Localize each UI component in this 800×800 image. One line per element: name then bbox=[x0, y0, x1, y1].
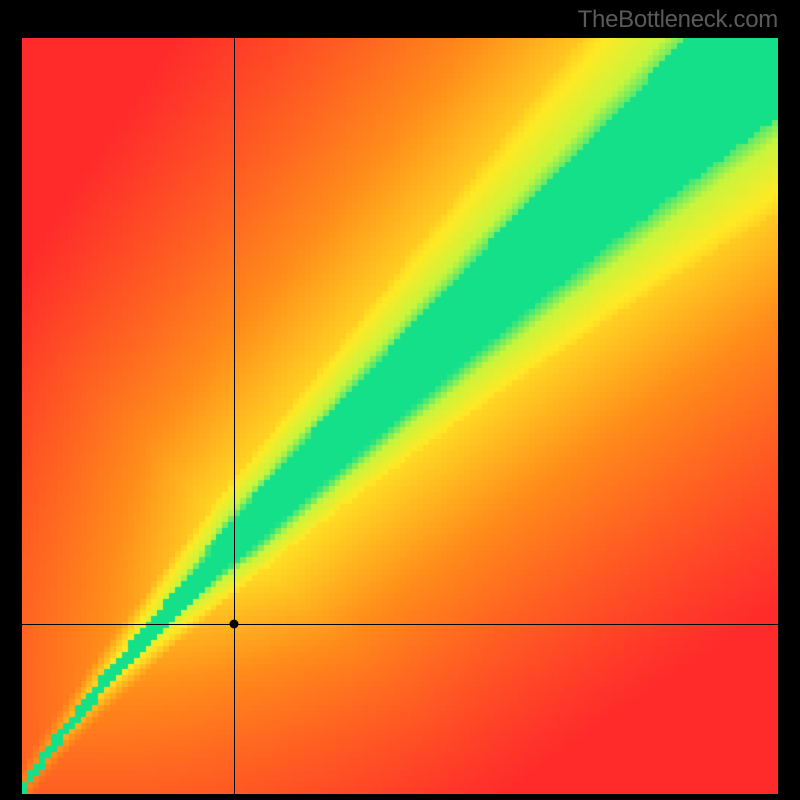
bottleneck-heatmap-chart bbox=[22, 38, 778, 794]
crosshair-horizontal bbox=[22, 624, 778, 625]
heatmap-canvas bbox=[22, 38, 778, 794]
crosshair-vertical bbox=[234, 38, 235, 794]
selected-point-dot bbox=[229, 619, 238, 628]
watermark-text: TheBottleneck.com bbox=[578, 6, 778, 34]
